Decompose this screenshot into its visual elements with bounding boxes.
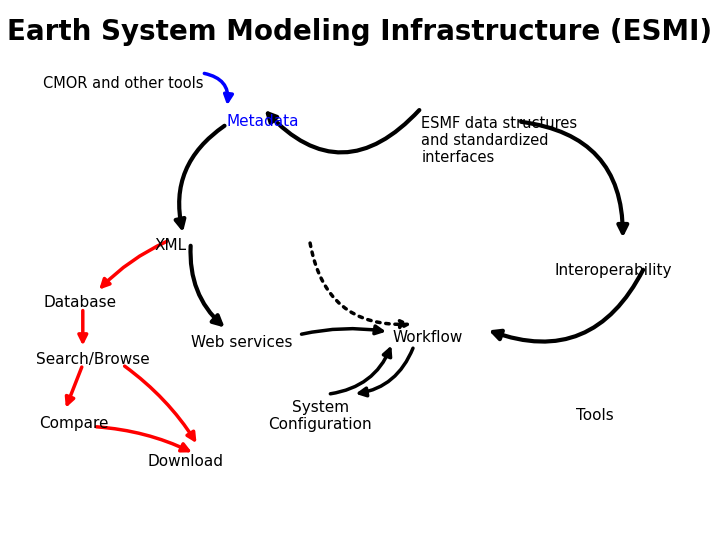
FancyArrowPatch shape (96, 427, 189, 451)
FancyArrowPatch shape (125, 366, 194, 440)
Text: Download: Download (148, 454, 224, 469)
Text: ESMF data structures
and standardized
interfaces: ESMF data structures and standardized in… (421, 116, 577, 165)
FancyArrowPatch shape (268, 110, 419, 152)
Text: Database: Database (43, 295, 117, 310)
Text: Web services: Web services (191, 335, 292, 350)
Text: Tools: Tools (576, 408, 613, 423)
FancyArrowPatch shape (302, 326, 382, 334)
Text: System
Configuration: System Configuration (269, 400, 372, 432)
Text: Metadata: Metadata (227, 114, 300, 129)
FancyArrowPatch shape (102, 241, 166, 287)
Text: Earth System Modeling Infrastructure (ESMI): Earth System Modeling Infrastructure (ES… (7, 18, 713, 46)
FancyArrowPatch shape (330, 349, 390, 394)
Text: Search/Browse: Search/Browse (36, 352, 150, 367)
FancyArrowPatch shape (176, 126, 225, 228)
Text: Compare: Compare (40, 416, 109, 431)
FancyArrowPatch shape (79, 310, 86, 342)
FancyArrowPatch shape (521, 122, 627, 233)
FancyArrowPatch shape (204, 73, 233, 102)
Text: Workflow: Workflow (392, 330, 463, 345)
Text: CMOR and other tools: CMOR and other tools (43, 76, 204, 91)
FancyArrowPatch shape (359, 348, 413, 396)
FancyArrowPatch shape (310, 243, 408, 328)
FancyArrowPatch shape (191, 246, 221, 325)
Text: XML: XML (155, 238, 187, 253)
FancyArrowPatch shape (66, 367, 82, 404)
Text: Interoperability: Interoperability (554, 262, 672, 278)
FancyArrowPatch shape (493, 270, 643, 342)
